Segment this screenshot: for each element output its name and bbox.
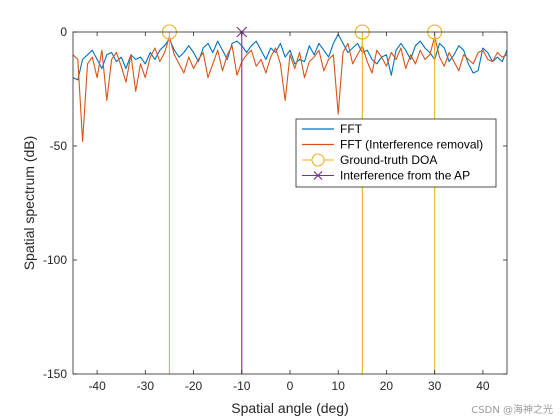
legend-entry: FFT xyxy=(302,122,363,136)
y-tick-label: -50 xyxy=(50,139,68,153)
legend-entry: Interference from the AP xyxy=(302,169,470,183)
legend-swatch-marker xyxy=(311,153,325,167)
y-tick-label: -100 xyxy=(43,253,67,267)
y-tick-label: -150 xyxy=(43,367,67,381)
legend-label: FFT xyxy=(340,122,363,136)
y-tick-label: 0 xyxy=(60,25,67,39)
legend-label: Ground-truth DOA xyxy=(340,153,437,167)
x-tick-label: -30 xyxy=(137,379,155,393)
x-tick-label: 30 xyxy=(428,379,442,393)
legend-label: Interference from the AP xyxy=(340,169,470,183)
x-tick-label: 10 xyxy=(332,379,346,393)
x-tick-label: 0 xyxy=(287,379,294,393)
x-tick-label: -20 xyxy=(185,379,203,393)
y-ticks: 0 -50 -100 -150 xyxy=(43,25,507,381)
x-axis-label: Spatial angle (deg) xyxy=(231,400,349,416)
legend-label: FFT (Interference removal) xyxy=(340,138,483,152)
plot-area xyxy=(73,32,507,374)
x-tick-label: 40 xyxy=(476,379,490,393)
legend-entry: FFT (Interference removal) xyxy=(302,138,483,152)
x-tick-label: 20 xyxy=(380,379,394,393)
legend: FFT FFT (Interference removal)Ground-trut… xyxy=(295,118,497,188)
x-ticks: -40 -30 -20 -10 0 10 20 30 40 xyxy=(88,32,490,393)
x-tick-label: -40 xyxy=(88,379,106,393)
legend-entry: Ground-truth DOA xyxy=(302,153,437,167)
watermark: CSDN @海神之光 xyxy=(471,403,553,416)
x-tick-label: -10 xyxy=(233,379,251,393)
y-axis-label: Spatial spectrum (dB) xyxy=(21,136,37,271)
vline-layer xyxy=(161,24,443,374)
legend-items: FFT FFT (Interference removal)Ground-trut… xyxy=(302,122,483,183)
